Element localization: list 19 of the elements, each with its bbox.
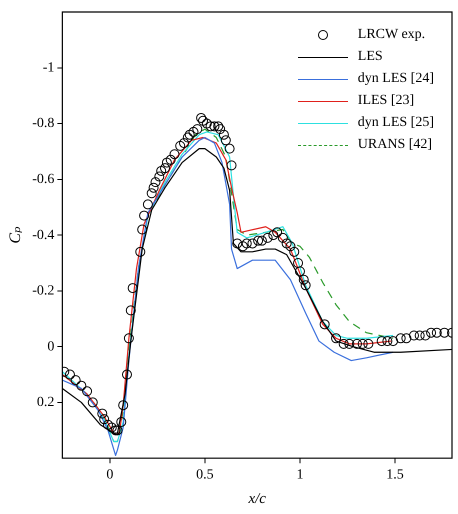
legend-label: LRCW exp. (358, 26, 426, 44)
x-tick-label: 1 (296, 467, 304, 482)
y-tick-label: -0.4 (32, 228, 54, 243)
legend-label: dyn LES [24] (358, 70, 434, 88)
x-tick-label: 1.5 (386, 467, 404, 482)
y-tick-label: -0.6 (32, 172, 54, 187)
y-tick-label: 0 (47, 339, 54, 354)
y-tick-label: 0.2 (36, 395, 54, 410)
y-tick-label: -0.2 (32, 284, 54, 299)
x-tick-label: 0.5 (196, 467, 214, 482)
legend-label: LES (358, 48, 383, 66)
legend-label: ILES [23] (358, 92, 414, 110)
x-axis-title: x/c (247, 490, 266, 507)
y-tick-label: -0.8 (32, 116, 54, 132)
y-tick-label: -1 (42, 60, 54, 76)
y-axis-title: Cₚ (6, 226, 24, 244)
legend-label: dyn LES [25] (358, 114, 434, 132)
x-tick-label: 0 (106, 467, 114, 482)
legend-label: URANS [42] (358, 136, 432, 154)
